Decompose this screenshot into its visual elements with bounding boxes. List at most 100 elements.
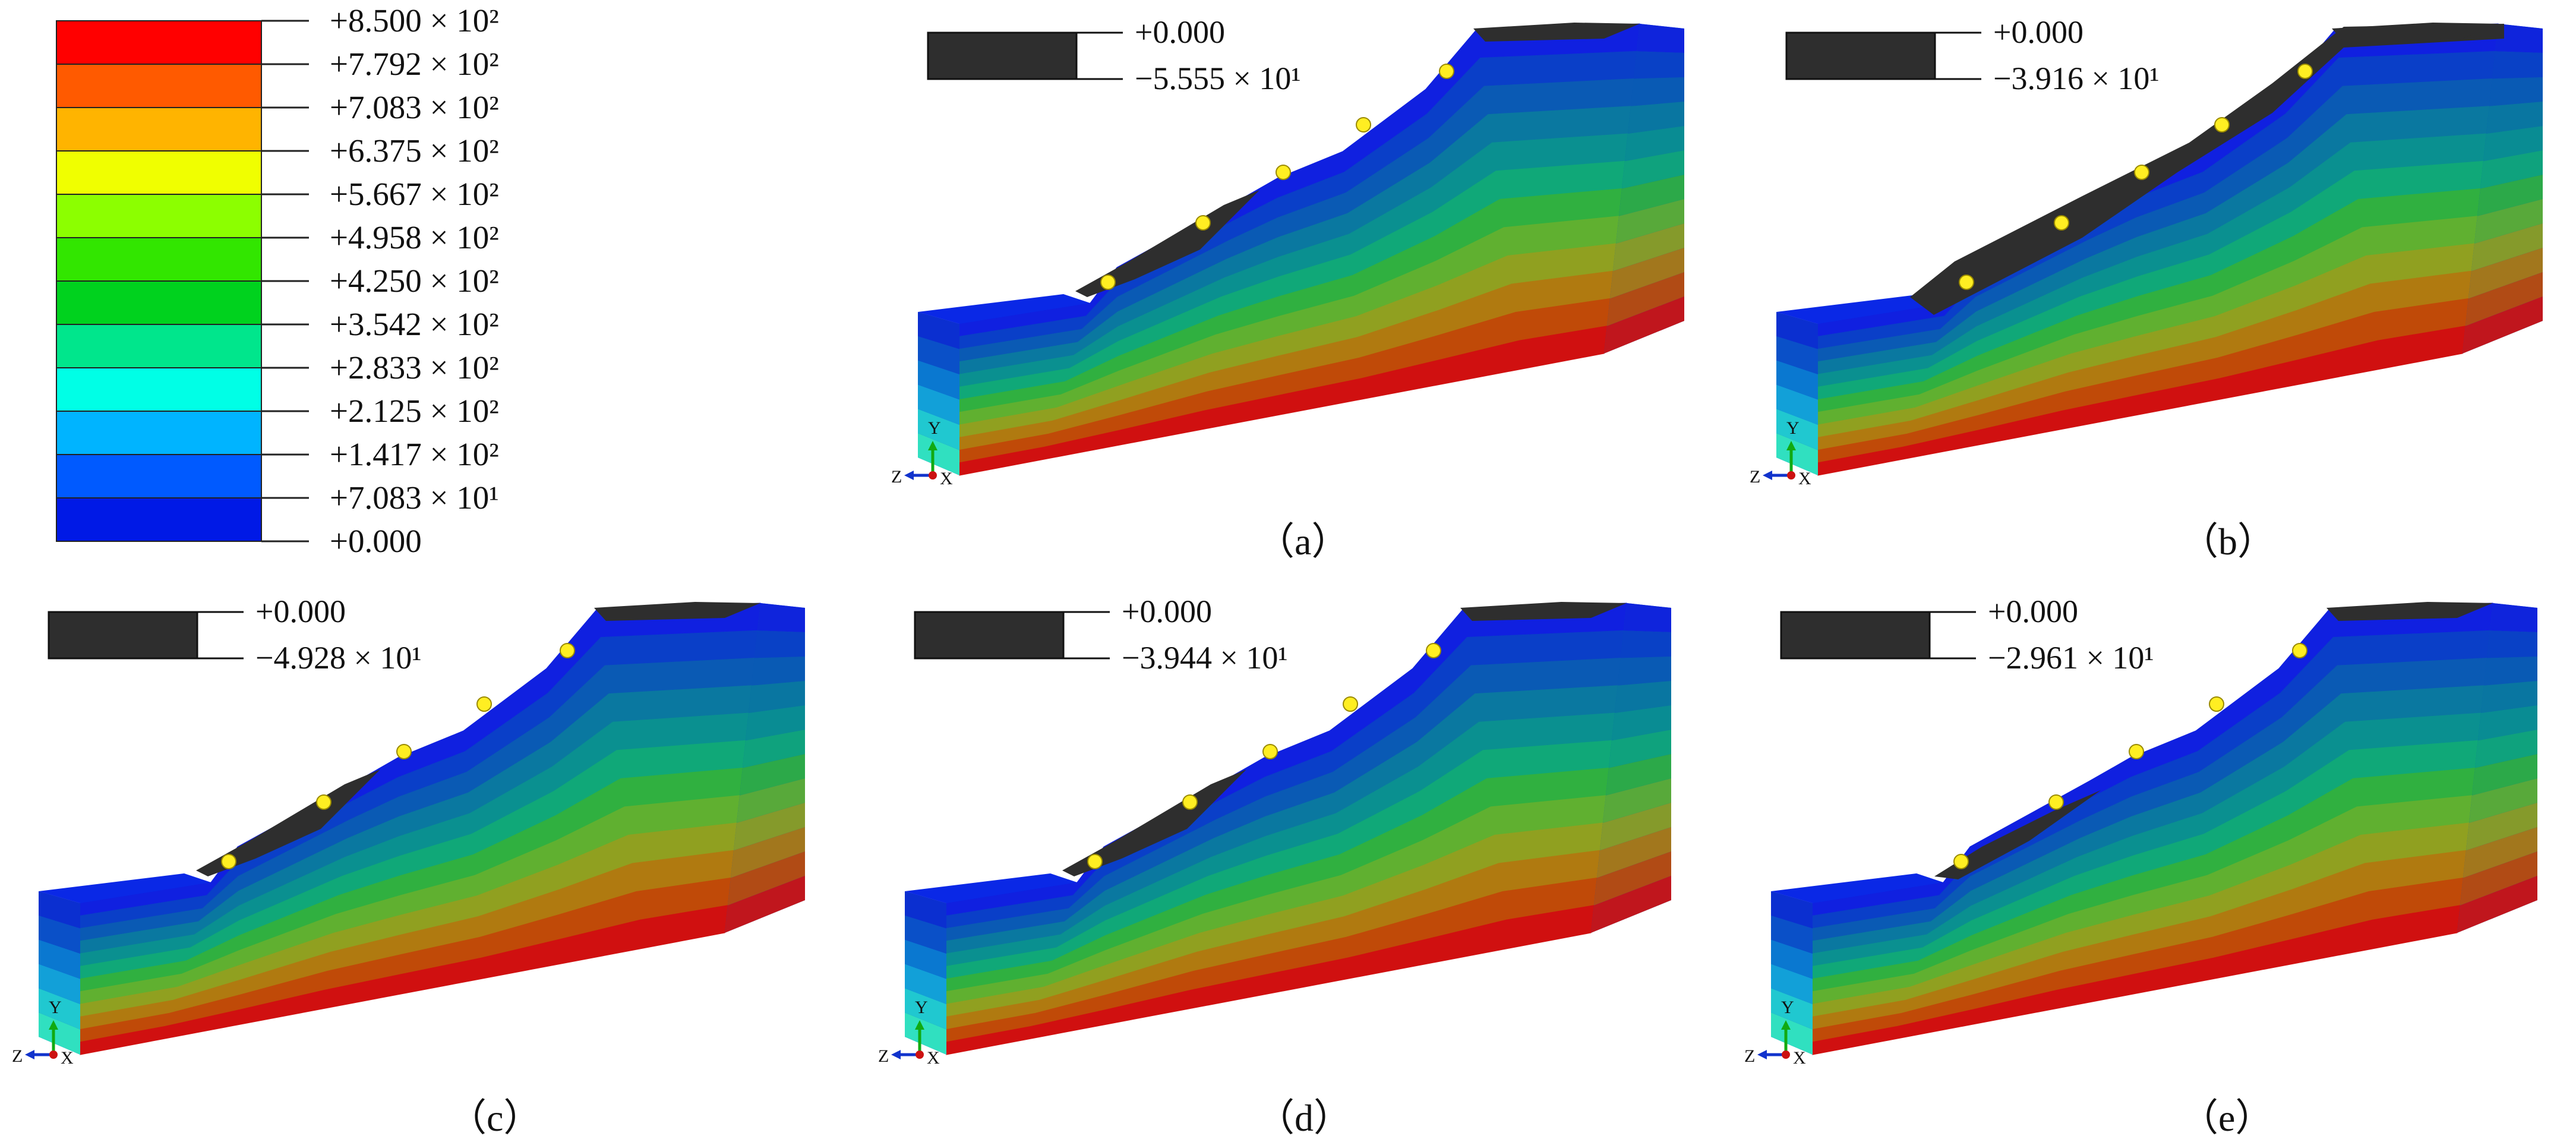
displaced-zone	[1075, 190, 1259, 297]
left-face-band	[905, 939, 946, 979]
anchor-point	[2134, 165, 2149, 180]
right-face-band	[1600, 803, 1671, 851]
key-top-label: +0.000	[1135, 14, 1225, 50]
y-axis-label: Y	[1786, 418, 1800, 438]
anchor-point	[476, 696, 492, 712]
z-axis-head	[1763, 471, 1772, 480]
crest-slab	[594, 602, 760, 621]
right-face-band	[740, 754, 805, 796]
left-face-band	[39, 964, 80, 1004]
right-face-band	[1606, 754, 1671, 796]
key-bottom-label: −3.916 × 10¹	[1993, 61, 2160, 96]
x-axis-dot	[49, 1050, 58, 1059]
anchor-point	[1343, 696, 1358, 712]
anchor-point	[2297, 64, 2313, 79]
right-face-band	[2474, 199, 2543, 244]
right-face-band	[2460, 851, 2537, 906]
caption-e: （e）	[2180, 1097, 2274, 1139]
right-face-band	[1603, 778, 1671, 823]
legend-label: +8.500 × 10²	[330, 2, 499, 39]
legend-swatch	[56, 367, 262, 412]
right-face-band	[2457, 876, 2537, 933]
x-axis-dot	[1787, 471, 1795, 479]
right-face-band	[2471, 223, 2543, 272]
anchor-point	[1356, 117, 1371, 133]
right-face-band	[757, 603, 805, 632]
y-axis-head	[928, 441, 937, 450]
y-axis-head	[915, 1020, 924, 1030]
left-face-band	[905, 1012, 946, 1055]
right-face-band	[2495, 24, 2543, 53]
anchor-point	[316, 794, 332, 810]
key-swatch	[914, 611, 1065, 660]
slope-body	[905, 602, 1671, 1055]
caption-d: （d）	[1257, 1097, 1352, 1139]
x-axis-dot	[916, 1050, 924, 1059]
y-axis-label: Y	[49, 998, 62, 1017]
right-face-band	[1628, 102, 1684, 134]
z-axis-head	[891, 1050, 901, 1059]
right-face-band	[1607, 272, 1684, 326]
right-face-band	[2478, 705, 2537, 741]
right-face-band	[743, 730, 805, 768]
anchor-point	[2209, 696, 2224, 712]
key-top-label: +0.000	[1988, 594, 2078, 629]
x-axis-label: X	[1798, 469, 1811, 488]
left-face-band	[39, 1012, 80, 1055]
left-face-band	[1771, 988, 1813, 1030]
right-face-band	[746, 705, 805, 741]
x-axis-label: X	[61, 1048, 74, 1068]
left-face-band	[918, 312, 959, 349]
right-face-band	[755, 630, 805, 658]
anchor-point	[1262, 744, 1278, 759]
right-face-band	[1618, 657, 1671, 686]
left-face-band	[1776, 312, 1818, 349]
right-face-band	[2490, 603, 2537, 632]
axis-triad: Y Z X	[891, 418, 953, 488]
y-axis-head	[1786, 441, 1796, 450]
key-top-label: +0.000	[255, 594, 346, 629]
legend-label: +6.375 × 10²	[330, 133, 499, 169]
left-face-band	[918, 384, 959, 425]
legend-label: +7.083 × 10¹	[330, 479, 499, 516]
right-face-band	[1597, 827, 1671, 878]
anchor-point	[2214, 117, 2230, 133]
legend-label: +2.125 × 10²	[330, 393, 499, 429]
displaced-zone	[196, 769, 380, 876]
x-axis-label: X	[1793, 1048, 1806, 1068]
x-axis-label: X	[927, 1048, 940, 1068]
y-axis-label: Y	[928, 418, 941, 438]
legend-label: +0.000	[330, 523, 422, 559]
right-face-band	[725, 876, 805, 933]
top-ledge	[39, 873, 211, 903]
anchor-point	[221, 854, 236, 869]
right-face-band	[1624, 603, 1671, 632]
anchor-point	[560, 643, 575, 658]
right-face-band	[2486, 102, 2543, 134]
legend-swatch	[56, 237, 262, 282]
left-face-band	[1776, 433, 1818, 475]
anchor-point	[1426, 643, 1441, 658]
right-face-band	[2469, 778, 2537, 823]
right-face-band	[749, 681, 805, 713]
x-axis-dot	[1782, 1050, 1790, 1059]
legend-swatch	[56, 150, 262, 195]
displacement-key: +0.000 −2.961 × 10¹	[1780, 594, 2154, 676]
z-axis-head	[25, 1050, 34, 1059]
slope-body	[1771, 602, 2537, 1055]
left-face-band	[39, 988, 80, 1030]
right-face-band	[1619, 175, 1684, 216]
legend-label: +4.958 × 10²	[330, 219, 499, 255]
anchor-point	[1953, 854, 1969, 869]
right-face-band	[2472, 754, 2537, 796]
caption-a: （a）	[1257, 520, 1350, 563]
legend-swatch	[56, 194, 262, 238]
slope-panel-d: +0.000 −3.944 × 10¹ Y Z X	[878, 579, 1722, 1078]
legend-swatch	[56, 497, 262, 542]
anchor-point	[396, 744, 412, 759]
left-face-band	[918, 360, 959, 400]
right-face-band	[2487, 630, 2537, 658]
z-axis-label: Z	[891, 467, 902, 487]
right-face-band	[1637, 24, 1684, 53]
key-bottom-label: −3.944 × 10¹	[1122, 640, 1288, 676]
